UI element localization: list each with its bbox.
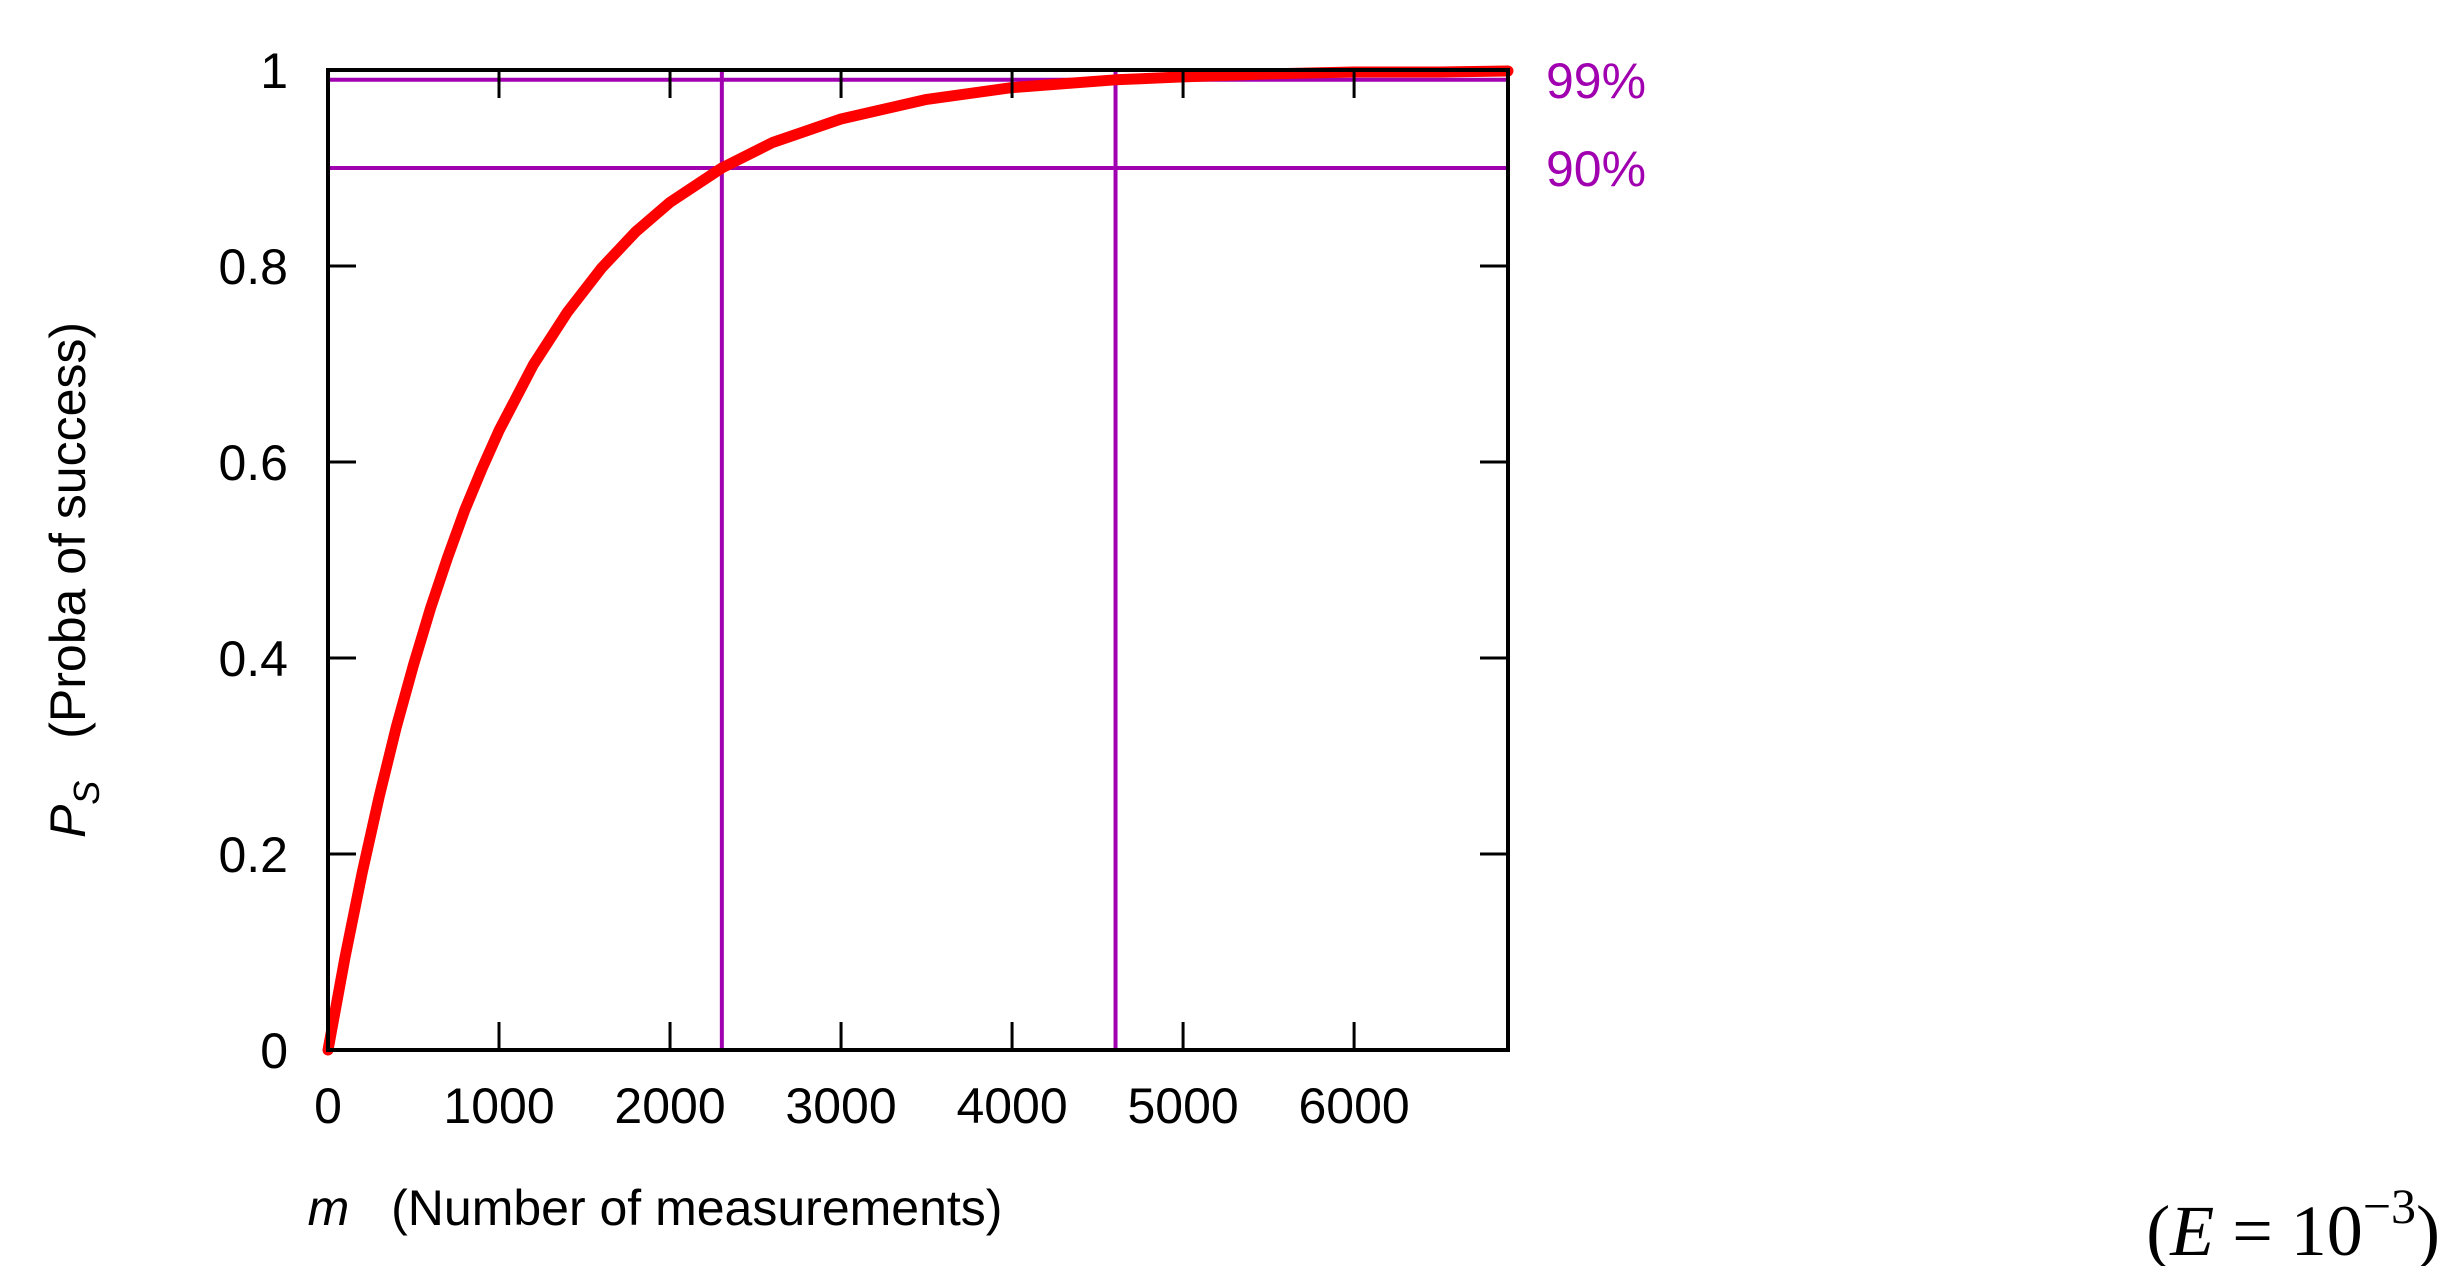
x-tick-label: 2000: [614, 1078, 725, 1134]
y-tick-label: 0: [260, 1023, 288, 1079]
x-tick-label: 1000: [443, 1078, 554, 1134]
annotation-open: (: [2146, 1191, 2170, 1266]
x-ticks: 0 1000 2000 3000 4000 5000 6000: [314, 70, 1410, 1134]
annotation-close: ): [2416, 1191, 2440, 1266]
plot-frame: [326, 68, 1510, 1052]
error-rate-annotation: (E = 10−3): [2146, 1178, 2440, 1266]
annotation-exponent: −3: [2363, 1178, 2416, 1234]
x-axis-label: m (Number of measurements): [308, 1180, 1003, 1236]
y-axis-label: PS (Proba of success): [40, 322, 110, 838]
x-tick-label: 4000: [956, 1078, 1067, 1134]
y-axis-text: (Proba of success): [40, 322, 96, 739]
reference-lines: [328, 70, 1508, 1050]
reference-label: 99%: [1546, 53, 1646, 109]
y-tick-label: 0.6: [218, 435, 288, 491]
annotation-variable: E: [2169, 1191, 2214, 1266]
x-tick-label: 0: [314, 1078, 342, 1134]
x-axis-symbol: m: [308, 1180, 350, 1236]
reference-label: 90%: [1546, 141, 1646, 197]
annotation-equals: = 10: [2214, 1191, 2363, 1266]
y-axis-symbol: P: [40, 804, 96, 838]
y-tick-label: 0.4: [218, 631, 288, 687]
y-tick-label: 1: [260, 43, 288, 99]
x-tick-label: 6000: [1298, 1078, 1409, 1134]
y-ticks: 0 0.2 0.4 0.6 0.8 1: [218, 43, 1508, 1079]
y-tick-label: 0.2: [218, 827, 288, 883]
x-axis-text: (Number of measurements): [391, 1180, 1002, 1236]
series-lines: [322, 65, 1514, 1056]
reference-labels: 99% 90%: [1546, 53, 1646, 197]
series-line: [322, 65, 1514, 1056]
y-axis-subscript: S: [66, 781, 107, 805]
x-tick-label: 5000: [1127, 1078, 1238, 1134]
y-tick-label: 0.8: [218, 239, 288, 295]
x-tick-label: 3000: [785, 1078, 896, 1134]
